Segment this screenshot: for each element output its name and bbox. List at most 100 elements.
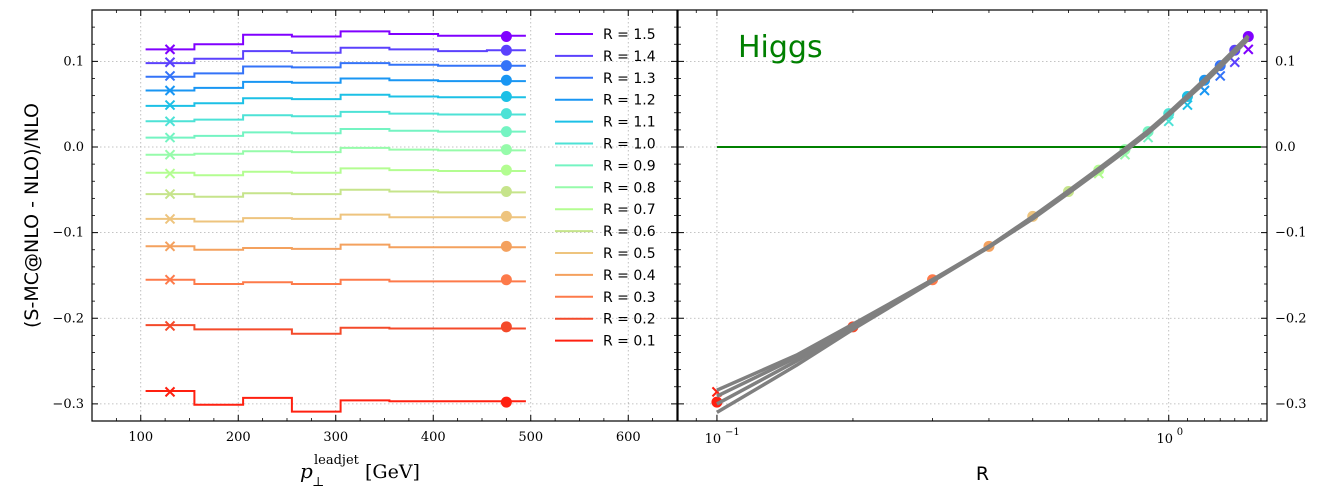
dot-marker-8 — [500, 164, 512, 176]
right-x-tick-exponent: −1 — [725, 427, 740, 438]
cross-marker-2 — [164, 70, 176, 82]
cross-marker-11 — [164, 241, 176, 252]
dot-marker-3 — [500, 74, 512, 86]
right-x-tick-label: 10 — [705, 432, 722, 447]
legend-entry-13: R = 0.2 — [603, 312, 656, 328]
step-line-12 — [145, 278, 526, 285]
legend-entry-7: R = 0.8 — [603, 180, 656, 196]
dot-marker-0 — [500, 31, 512, 43]
right-y-tick-label: −0.3 — [1275, 397, 1307, 412]
cross-marker-1 — [164, 57, 176, 68]
r-cross-point-8 — [1229, 57, 1240, 68]
cross-marker-4 — [164, 99, 176, 111]
left-panel: 100 200 300 400 500 600 −0.3 −0.2 −0.1 0.0 0.1 R =… — [52, 9, 678, 445]
left-x-tick-label: 400 — [421, 430, 446, 445]
left-x-label-symbol: p — [300, 459, 313, 483]
cross-marker-5 — [164, 116, 176, 127]
legend-entry-8: R = 0.7 — [603, 202, 656, 218]
legend-entry-4: R = 1.1 — [603, 115, 656, 131]
step-line-1 — [145, 46, 526, 65]
legend-entry-11: R = 0.4 — [603, 268, 656, 284]
step-line-8 — [145, 167, 526, 177]
dot-marker-6 — [500, 126, 512, 138]
step-line-9 — [145, 188, 526, 198]
legend-entry-9: R = 0.6 — [603, 224, 656, 240]
right-y-tick-label: −0.2 — [1275, 311, 1307, 326]
step-line-14 — [145, 390, 526, 413]
left-ticks: 100 200 300 400 500 600 −0.3 −0.2 −0.1 0.0 0.1 — [52, 9, 678, 445]
legend-entry-0: R = 1.5 — [603, 27, 656, 43]
right-x-tick-exponent: 0 — [1177, 427, 1183, 438]
right-y-tick-label: 0.0 — [1275, 140, 1296, 155]
left-x-tick-label: 600 — [616, 430, 641, 445]
left-series — [145, 30, 526, 413]
right-y-tick-label: −0.1 — [1275, 226, 1307, 241]
left-y-tick-label: −0.1 — [52, 226, 84, 241]
cross-marker-9 — [164, 188, 176, 200]
dot-marker-7 — [500, 144, 512, 156]
dot-marker-2 — [500, 60, 512, 72]
legend-entry-6: R = 0.9 — [603, 158, 656, 174]
cross-marker-7 — [164, 149, 176, 160]
dot-marker-1 — [500, 44, 512, 56]
cross-marker-3 — [164, 85, 176, 96]
step-line-13 — [145, 324, 526, 335]
step-line-2 — [145, 62, 526, 78]
y-axis-label: (S-MC@NLO - NLO)/NLO — [21, 103, 43, 328]
cross-marker-12 — [164, 274, 176, 285]
higgs-annotation: Higgs — [738, 30, 823, 65]
dot-marker-11 — [500, 240, 512, 252]
dot-marker-13 — [500, 321, 512, 333]
step-line-4 — [145, 93, 526, 107]
dot-marker-9 — [500, 186, 512, 198]
legend-entry-2: R = 1.3 — [603, 71, 656, 87]
left-x-label-unit: [GeV] — [365, 461, 420, 483]
legend-entry-10: R = 0.5 — [603, 246, 656, 262]
left-y-tick-label: −0.3 — [52, 397, 84, 412]
left-y-tick-label: 0.1 — [63, 54, 84, 69]
left-x-tick-label: 300 — [323, 430, 348, 445]
right-markers — [711, 31, 1254, 408]
dot-marker-12 — [500, 274, 512, 286]
step-line-6 — [145, 128, 526, 139]
right-y-tick-label: 0.1 — [1275, 54, 1296, 69]
step-line-11 — [145, 243, 526, 251]
right-x-axis-label: R — [976, 463, 989, 485]
legend-entry-1: R = 1.4 — [603, 49, 656, 65]
dot-marker-10 — [500, 210, 512, 222]
right-plot-frame — [677, 9, 1268, 422]
left-plot-frame — [91, 9, 678, 422]
fit-curve-3 — [716, 35, 1250, 414]
right-x-tick-label: 10 — [1156, 432, 1173, 447]
legend-entry-5: R = 1.0 — [603, 137, 656, 153]
dot-marker-4 — [500, 90, 512, 102]
right-grid — [678, 10, 1267, 421]
step-line-7 — [145, 146, 526, 156]
step-line-3 — [145, 77, 526, 92]
cross-marker-10 — [164, 213, 176, 225]
left-x-label-superscript: leadjet — [314, 453, 360, 468]
step-line-10 — [145, 213, 526, 223]
left-x-tick-label: 100 — [128, 430, 153, 445]
cross-marker-14 — [164, 386, 176, 398]
r-cross-point-7 — [1215, 70, 1226, 82]
legend-entry-12: R = 0.3 — [603, 290, 656, 306]
step-line-0 — [145, 30, 526, 51]
left-x-axis-label: p ⊥ leadjet [GeV] — [300, 453, 420, 490]
left-x-tick-label: 500 — [518, 430, 543, 445]
step-line-5 — [145, 110, 526, 123]
right-fit-curves — [716, 34, 1261, 414]
r-cross-point-9 — [1243, 44, 1254, 55]
dot-marker-14 — [500, 396, 512, 408]
cross-marker-8 — [164, 168, 176, 179]
cross-marker-6 — [164, 132, 176, 143]
right-panel: 10 −1 10 0−0.3−0.2−0.10.00.1 Higgs — [677, 9, 1307, 447]
left-y-tick-label: 0.0 — [63, 140, 84, 155]
cross-marker-0 — [164, 44, 176, 55]
cross-marker-13 — [164, 320, 176, 332]
left-x-tick-label: 200 — [226, 430, 251, 445]
legend-entry-14: R = 0.1 — [603, 334, 656, 350]
left-y-tick-label: −0.2 — [52, 311, 84, 326]
dot-marker-5 — [500, 108, 512, 120]
